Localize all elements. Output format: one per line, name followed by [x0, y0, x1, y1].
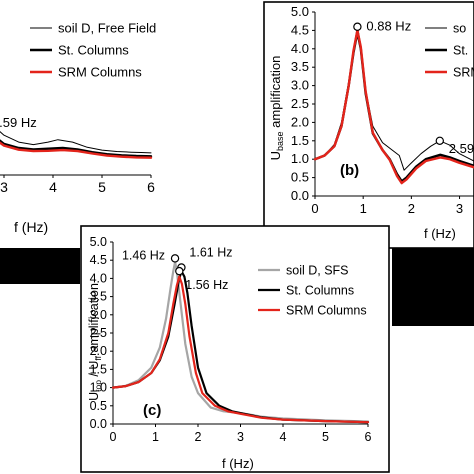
panel-b-ytick-label: 0.0	[291, 188, 309, 203]
panel-c-ytick-label: 3.0	[90, 308, 107, 322]
panel-a-xtick-label: 6	[147, 179, 155, 195]
panel-a-series-line-1	[0, 139, 153, 158]
black-block-left	[0, 248, 80, 284]
panel-c: 1.46 Hz 1.61 Hz 1.56 Hz 0.0 0.5 1.0 1.5 2.0 2.5…	[80, 225, 390, 473]
panel-a-legend: soil D, Free Field St. Columns SRM Columns	[30, 21, 156, 80]
panel-c-peak-label: 1.46 Hz	[122, 248, 165, 262]
panel-c-ytick-label: 3.5	[90, 290, 107, 304]
panel-b-peak-marker	[435, 136, 444, 145]
black-block-right	[392, 248, 474, 326]
panel-a-legend-label: SRM Columns	[58, 65, 142, 80]
panel-c-xtick-label: 1	[152, 430, 159, 444]
panel-c-label: (c)	[143, 402, 161, 419]
panel-b-xtick-label: 0	[311, 201, 318, 216]
panel-a-xtick-label: 4	[49, 179, 57, 195]
panel-b-xtick-label: 3	[456, 201, 463, 216]
panel-b-series	[313, 26, 474, 185]
panel-c-series-line-2	[111, 275, 370, 424]
panel-b-ytick-label: 1.0	[291, 151, 309, 166]
panel-c-series	[111, 260, 370, 424]
panel-b-legend: so St. SRM	[425, 22, 474, 80]
panel-b-ytick-label: 3.0	[291, 78, 309, 93]
panel-c-legend-label: SRM Columns	[286, 304, 367, 318]
panel-a-xtick-label: 5	[98, 179, 106, 195]
panel-b-ylabel: Ubase amplification	[268, 56, 285, 161]
panel-a-legend-label: St. Columns	[58, 43, 129, 58]
panel-b-ytick-label: 0.5	[291, 170, 309, 185]
panel-c-xtick-label: 4	[280, 430, 287, 444]
panel-c-legend-label: St. Columns	[286, 284, 354, 298]
panel-b-xtick-label: 1	[360, 201, 367, 216]
panel-c-xtick-label: 5	[322, 430, 329, 444]
panel-c-ytick-label: 2.5	[90, 326, 107, 340]
panel-c-xlabel: f (Hz)	[222, 456, 254, 471]
panel-c-peak-marker	[175, 266, 184, 276]
panel-c-ytick-label: 2.0	[90, 344, 107, 358]
panel-c-ytick-label: 0.0	[90, 417, 107, 431]
panel-b-peak-label: 0.88 Hz	[366, 19, 411, 34]
panel-c-xtick-label: 3	[237, 430, 244, 444]
panel-c-ytick-label: 4.0	[90, 271, 107, 285]
panel-c-ytick-label: 5.0	[90, 235, 107, 249]
panel-a-series	[0, 131, 153, 159]
panel-b-legend-label: so	[453, 22, 466, 36]
panel-c-legend-label: soil D, SFS	[286, 264, 349, 278]
panel-c-ylabel: Utop / Uff amplification	[87, 283, 103, 401]
panel-a-legend-label: soil D, Free Field	[58, 21, 156, 36]
panel-a-xtick-label: 3	[0, 179, 8, 195]
panel-c-legend: soil D, SFS St. Columns SRM Columns	[258, 264, 367, 318]
panel-a: 2.59 Hz 3 4 5 6 f (Hz) soil D, Free Field St…	[0, 21, 156, 235]
panel-c-xtick-label: 6	[365, 430, 372, 444]
panel-c-xtick-label: 2	[195, 430, 202, 444]
panel-b-ytick-label: 4.0	[291, 41, 309, 56]
panel-b-ytick-label: 1.5	[291, 133, 309, 148]
panel-c-peak-label: 1.56 Hz	[185, 278, 228, 292]
panel-b-ytick-label: 2.0	[291, 114, 309, 129]
panel-c-ytick-label: 1.5	[90, 362, 107, 376]
panel-b: 0.88 Hz 2.59 Hz 0.0 0.5 1.0 1.5 2.0 2.5 3.0 3.5 4…	[263, 1, 474, 249]
panel-b-label: (b)	[340, 162, 359, 179]
panel-c-peak-label: 1.61 Hz	[189, 245, 232, 259]
panel-b-ytick-label: 5.0	[291, 4, 309, 19]
panel-a-xlabel: f (Hz)	[14, 219, 48, 235]
panel-b-peak-marker	[353, 22, 362, 31]
panel-c-ytick-label: 0.5	[90, 399, 107, 413]
panel-b-legend-label: St.	[453, 44, 468, 58]
panel-b-ytick-label: 3.5	[291, 59, 309, 74]
panel-c-xtick-label: 0	[110, 430, 117, 444]
panel-b-peak-label: 2.59 Hz	[449, 141, 474, 156]
panel-c-ytick-label: 4.5	[90, 253, 107, 267]
panel-c-ytick-label: 1.0	[90, 381, 107, 395]
panel-a-series-line-2	[0, 141, 153, 159]
panel-a-series-line-0	[0, 131, 152, 154]
panel-c-frame	[80, 225, 390, 473]
panel-b-xlabel: f (Hz)	[424, 226, 456, 241]
panel-b-legend-label: SRM	[453, 66, 474, 80]
panel-b-xtick-label: 2	[408, 201, 415, 216]
panel-b-series-line-2	[313, 29, 474, 185]
panel-b-ytick-label: 2.5	[291, 96, 309, 111]
panel-b-ytick-label: 4.5	[291, 22, 309, 37]
panel-c-peak-marker	[170, 254, 180, 263]
panel-a-peak-label: 2.59 Hz	[0, 115, 37, 130]
